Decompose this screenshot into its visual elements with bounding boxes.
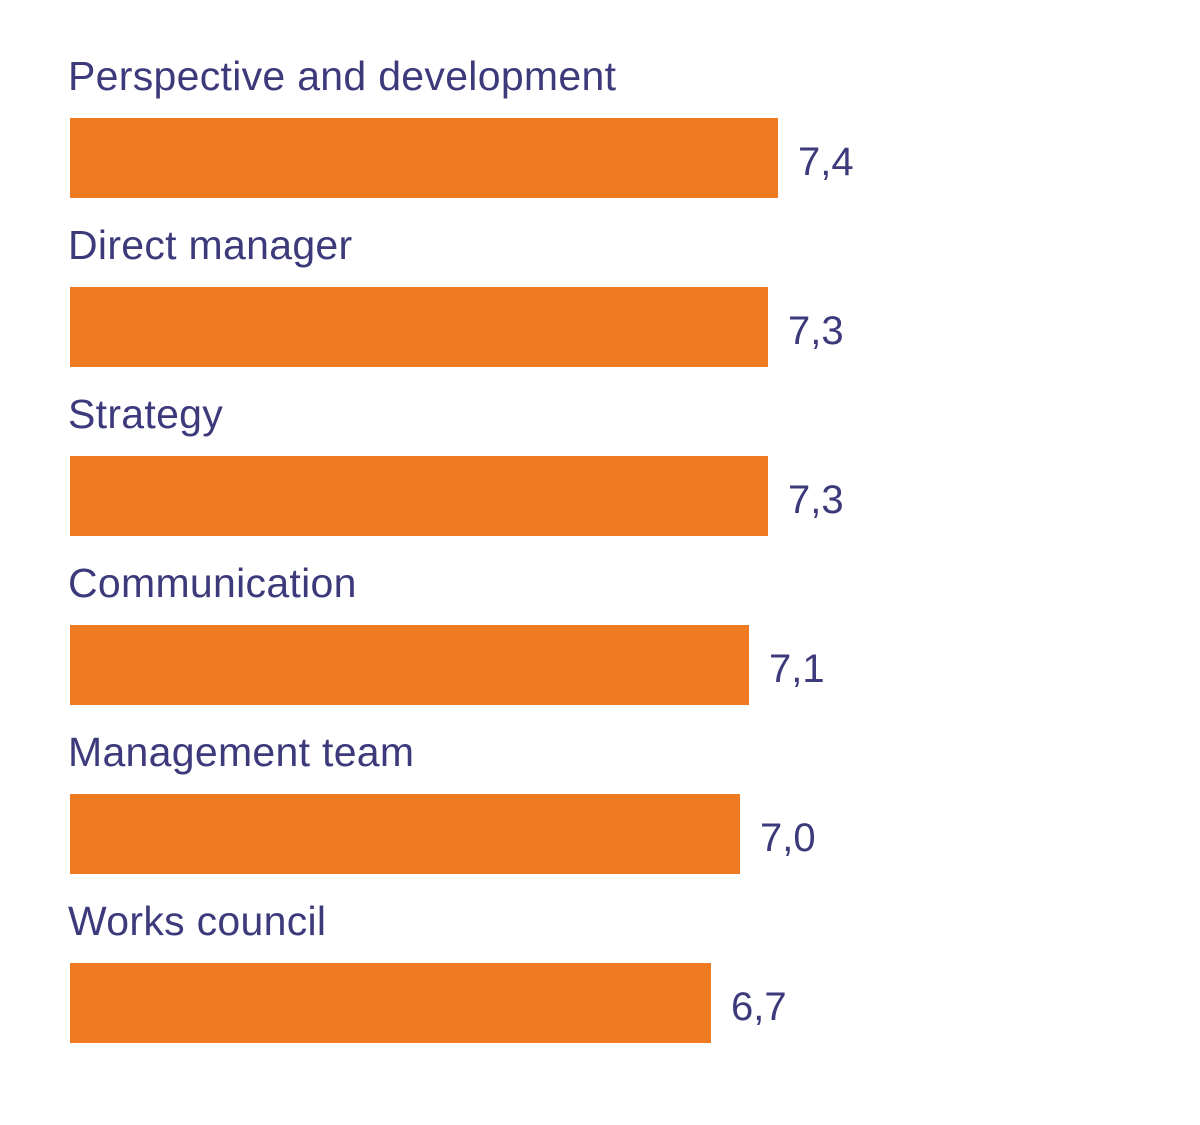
- value-label: 7,4: [798, 140, 854, 184]
- category-label: Strategy: [68, 391, 224, 437]
- bar: [70, 456, 768, 536]
- category-label: Communication: [68, 560, 357, 606]
- value-label: 7,0: [760, 816, 816, 860]
- category-label: Management team: [68, 729, 415, 775]
- bar: [70, 794, 740, 874]
- bar: [70, 118, 778, 198]
- category-label: Works council: [68, 898, 327, 944]
- category-label: Perspective and development: [68, 53, 617, 99]
- bar: [70, 963, 711, 1043]
- bar: [70, 287, 768, 367]
- bar: [70, 625, 749, 705]
- value-label: 7,3: [788, 478, 844, 522]
- category-label: Direct manager: [68, 222, 353, 268]
- value-label: 6,7: [731, 985, 787, 1029]
- value-label: 7,3: [788, 309, 844, 353]
- value-label: 7,1: [769, 647, 825, 691]
